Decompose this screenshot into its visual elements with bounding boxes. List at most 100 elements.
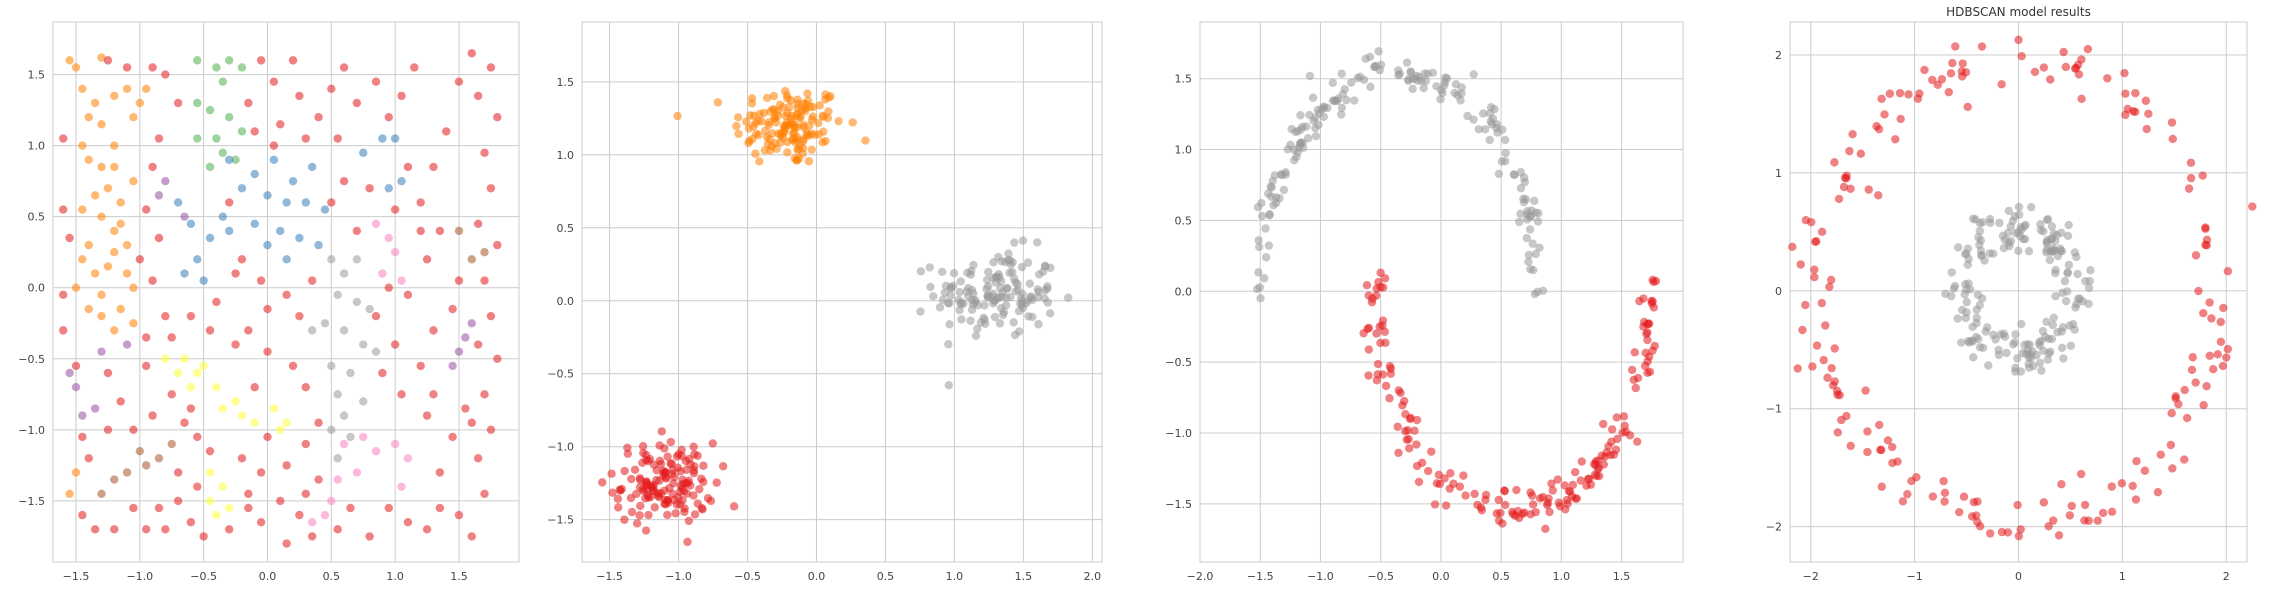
data-point	[1978, 343, 1988, 352]
data-point	[1898, 497, 1908, 506]
data-point	[97, 311, 106, 321]
y-tick-label: 0.0	[28, 282, 46, 295]
data-point	[65, 56, 74, 65]
data-point	[2202, 241, 2211, 250]
data-point	[1530, 289, 1540, 299]
data-point	[660, 486, 669, 495]
data-point	[752, 129, 761, 138]
data-point	[1412, 415, 1422, 425]
data-point	[638, 442, 648, 451]
x-tick-label: 0.5	[1492, 570, 1510, 583]
data-point	[237, 184, 247, 193]
data-point	[301, 134, 310, 143]
data-point	[787, 111, 796, 120]
data-point	[1374, 47, 1383, 56]
data-point	[1964, 254, 1973, 264]
data-point	[944, 340, 953, 349]
data-point	[1846, 441, 1855, 451]
data-point	[1366, 82, 1375, 92]
data-point	[1885, 89, 1895, 98]
data-point	[632, 519, 642, 528]
data-point	[2074, 70, 2084, 79]
data-point	[1975, 240, 1984, 250]
data-point	[1394, 448, 1403, 457]
data-point	[729, 502, 739, 511]
data-point	[1895, 88, 1905, 98]
plot-frame	[581, 21, 1103, 563]
x-tick-label: 0.5	[877, 570, 895, 583]
data-point	[122, 468, 132, 477]
data-point	[1376, 60, 1386, 70]
data-point	[1648, 346, 1657, 355]
x-tick-label: −2.0	[1187, 570, 1214, 583]
data-point	[2083, 44, 2093, 54]
x-tick-label: 2	[2223, 570, 2230, 583]
data-point	[71, 283, 81, 292]
data-point	[295, 510, 304, 520]
data-point	[695, 485, 704, 494]
data-point	[480, 489, 489, 498]
data-point	[1576, 476, 1585, 485]
data-point	[90, 525, 100, 534]
data-point	[78, 141, 87, 150]
data-point	[1950, 281, 1960, 291]
data-point	[1342, 95, 1351, 105]
data-point	[295, 91, 304, 101]
data-point	[798, 149, 807, 158]
data-point	[110, 248, 119, 257]
data-point	[1864, 185, 1873, 194]
data-point	[660, 444, 669, 453]
data-point	[339, 269, 349, 278]
data-point	[186, 311, 196, 321]
data-point	[359, 340, 368, 349]
data-point	[352, 468, 362, 477]
data-point	[1856, 149, 1866, 158]
data-point	[1524, 257, 1533, 267]
data-point	[122, 63, 132, 72]
data-point	[2216, 317, 2225, 327]
data-point	[231, 269, 240, 278]
data-point	[793, 99, 802, 109]
data-point	[90, 191, 100, 200]
data-point	[333, 454, 342, 463]
data-point	[660, 469, 669, 478]
data-point	[2051, 265, 2060, 275]
data-point	[1323, 103, 1332, 113]
y-tick-label: 1.0	[1175, 144, 1193, 157]
data-point	[1009, 318, 1018, 327]
data-point	[403, 290, 413, 300]
data-point	[1975, 226, 1985, 236]
data-point	[154, 503, 164, 513]
data-point	[1613, 434, 1622, 444]
data-point	[397, 482, 406, 491]
data-point	[641, 450, 651, 460]
data-point	[1477, 506, 1487, 515]
data-point	[173, 468, 183, 477]
plot-frame	[1199, 21, 1684, 563]
data-point	[1962, 285, 1971, 294]
data-point	[212, 383, 221, 392]
data-point	[1883, 436, 1893, 445]
data-point	[97, 489, 106, 498]
data-point	[422, 411, 432, 420]
data-point	[2037, 366, 2046, 375]
data-point	[1827, 363, 1836, 373]
data-point	[677, 451, 686, 461]
chart-panel-2: −1.5 −1.0 −0.5 0.0 0.5 1.0 1.5 2.0 −1.5 −1.0 −0.5 0…	[547, 21, 1103, 583]
data-point	[755, 157, 764, 166]
data-point	[2103, 74, 2112, 83]
data-point	[244, 326, 253, 335]
data-point	[1004, 249, 1013, 258]
data-point	[1408, 84, 1417, 94]
data-point	[403, 454, 413, 463]
data-point	[1421, 76, 1431, 86]
data-point	[282, 418, 291, 427]
data-point	[1270, 171, 1279, 180]
data-point	[250, 169, 259, 179]
data-point	[2044, 334, 2053, 343]
data-point	[2057, 480, 2066, 489]
data-point	[1432, 479, 1442, 488]
data-point	[1261, 253, 1271, 262]
data-point	[224, 198, 234, 207]
y-tick-label: 0.0	[557, 295, 575, 308]
